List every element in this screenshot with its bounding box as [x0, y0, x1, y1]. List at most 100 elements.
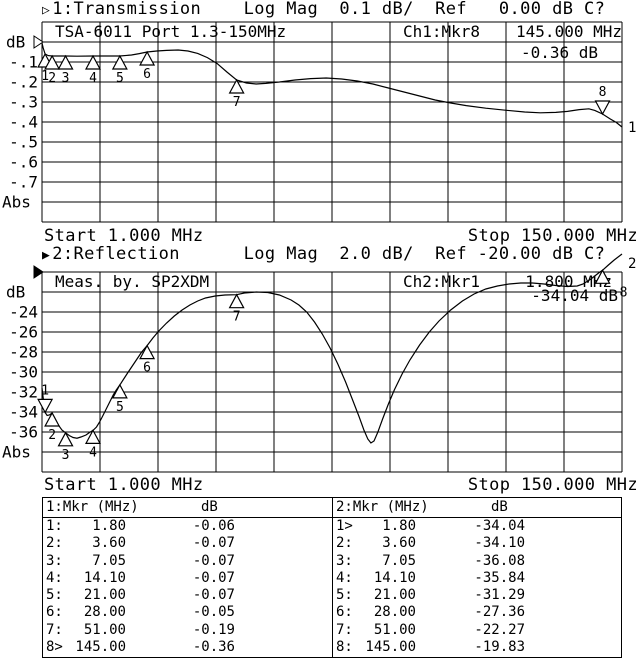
svg-text:4: 4 [89, 445, 97, 460]
marker-table-channel2: 2:Mkr (MHz) dB 1> 1.80 -34.04 2: 3.60 -34.10 3:… [332, 498, 621, 657]
chart1-trace-number: 1 [628, 120, 636, 136]
marker-frequency-cell: 145.00 [365, 639, 416, 656]
marker-number-cell: 6: [46, 604, 63, 621]
marker-table-channel2-rows: 1> 1.80 -34.04 2: 3.60 -34.10 3: 7.05 -36.08 4: 14… [333, 518, 621, 656]
marker-number-cell: 5: [46, 587, 63, 604]
marker-number-cell: 4: [336, 569, 353, 586]
marker-value-cell: -34.04 [474, 518, 525, 534]
chart2-stop-frequency: Stop 150.000 MHz [467, 475, 638, 495]
svg-text:3: 3 [62, 448, 70, 463]
marker-6-icon [139, 50, 156, 66]
marker-value-cell: -34.10 [474, 535, 525, 552]
svg-text:5: 5 [116, 400, 124, 415]
marker-6-icon [139, 344, 156, 360]
chart2-trace [41, 253, 623, 444]
marker-number-cell: 8: [336, 639, 353, 656]
svg-text:-.3: -.3 [9, 93, 38, 112]
chart2-annotation: Meas. by. SP2XDM [55, 272, 210, 291]
chart1-y-axis-unit: dB [6, 33, 25, 52]
marker-4-icon [84, 429, 101, 444]
marker-number-cell: 2: [46, 535, 63, 552]
table-row: 3: 7.05 -0.07 [43, 553, 332, 570]
marker-frequency-cell: 7.05 [92, 552, 126, 569]
marker-value-cell: -27.36 [474, 604, 525, 621]
svg-text:1: 1 [41, 69, 49, 84]
marker-value-cell: -0.19 [192, 621, 235, 638]
marker-8-icon [594, 100, 611, 116]
svg-text:7: 7 [233, 95, 241, 110]
table-row: 4: 14.10 -0.07 [43, 570, 332, 587]
svg-text:-32: -32 [9, 383, 38, 402]
marker-number-cell: 3: [46, 552, 63, 569]
svg-text:5: 5 [116, 71, 124, 86]
marker-table-channel1-title: 1:Mkr (MHz) [46, 499, 139, 515]
chart2-reference-pointer-icon [33, 265, 44, 279]
marker-table-channel1: 1:Mkr (MHz) dB 1: 1.80 -0.06 2: 3.60 -0.07 3: 7.… [43, 498, 332, 657]
svg-text:-30: -30 [9, 363, 38, 382]
marker-table-channel1-header: 1:Mkr (MHz) dB [43, 498, 332, 518]
marker-number-cell: 1: [46, 518, 63, 534]
marker-value-cell: -22.27 [474, 621, 525, 638]
marker-frequency-cell: 28.00 [373, 604, 416, 621]
marker-frequency-cell: 3.60 [382, 535, 416, 552]
svg-text:-34: -34 [9, 403, 38, 422]
svg-text:Abs: Abs [2, 443, 31, 462]
marker-value-cell: -0.06 [192, 518, 235, 534]
marker-2-icon [44, 54, 61, 70]
svg-text:-.2: -.2 [9, 73, 38, 92]
svg-text:-.5: -.5 [9, 133, 38, 152]
svg-text:-.7: -.7 [9, 173, 38, 192]
marker-value-cell: -35.84 [474, 569, 525, 586]
marker-frequency-cell: 14.10 [83, 569, 126, 586]
svg-text:7: 7 [233, 310, 241, 325]
marker-frequency-cell: 7.05 [382, 552, 416, 569]
channel1-arrow-icon: ▷ [42, 3, 51, 18]
marker-value-cell: -0.07 [192, 552, 235, 569]
marker-value-cell: -19.83 [474, 639, 525, 656]
marker-number-cell: 7: [46, 621, 63, 638]
marker-number-cell: 2: [336, 535, 353, 552]
channel1-title: 1:Transmission Log Mag 0.1 dB/ Ref 0.00 … [52, 0, 606, 19]
svg-text:-.1: -.1 [9, 53, 38, 72]
marker-frequency-cell: 1.80 [382, 518, 416, 534]
marker-table-channel1-unit: dB [201, 499, 218, 515]
svg-text:2: 2 [48, 428, 56, 443]
svg-text:8: 8 [620, 285, 628, 300]
marker-frequency-cell: 3.60 [92, 535, 126, 552]
channel1-title-bar: ▷ 1:Transmission Log Mag 0.1 dB/ Ref 0.00… [42, 0, 606, 19]
marker-value-cell: -0.07 [192, 535, 235, 552]
chart1-reference-pointer-icon [33, 35, 44, 49]
chart2-marker-value: -34.04 dB [531, 286, 618, 305]
table-row: 8> 145.00 -0.36 [43, 639, 332, 656]
svg-text:3: 3 [62, 71, 70, 86]
marker-frequency-cell: 21.00 [373, 587, 416, 604]
marker-number-cell: 4: [46, 569, 63, 586]
marker-frequency-cell: 51.00 [373, 621, 416, 638]
marker-table: 1:Mkr (MHz) dB 1: 1.80 -0.06 2: 3.60 -0.07 3: 7.… [42, 497, 622, 658]
marker-3-icon [57, 431, 74, 447]
table-row: 5: 21.00 -31.29 [333, 587, 621, 604]
marker-value-cell: -0.07 [192, 587, 235, 604]
svg-text:2: 2 [48, 71, 56, 86]
svg-text:-36: -36 [9, 423, 38, 442]
chart2-y-axis-unit: dB [6, 283, 25, 302]
channel2-title-bar: ▶ 2:Reflection Log Mag 2.0 dB/ Ref -20.00… [42, 244, 606, 264]
marker-5-icon [111, 383, 128, 399]
table-row: 6: 28.00 -27.36 [333, 604, 621, 621]
chart1-marker-value: -0.36 dB [520, 43, 598, 62]
marker-number-cell: 5: [336, 587, 353, 604]
marker-5-icon [111, 54, 128, 70]
channel2-title: 2:Reflection Log Mag 2.0 dB/ Ref -20.00 … [52, 244, 606, 264]
table-row: 7: 51.00 -22.27 [333, 622, 621, 639]
svg-text:-.4: -.4 [9, 113, 38, 132]
chart1-marker-frequency: 145.000 MHz [516, 22, 622, 41]
svg-text:-.6: -.6 [9, 153, 38, 172]
channel2-arrow-icon: ▶ [42, 248, 51, 263]
marker-value-cell: -0.36 [192, 639, 235, 656]
svg-text:4: 4 [89, 71, 97, 86]
table-row: 6: 28.00 -0.05 [43, 604, 332, 621]
svg-text:1: 1 [41, 383, 49, 398]
marker-table-channel2-unit: dB [491, 499, 508, 515]
